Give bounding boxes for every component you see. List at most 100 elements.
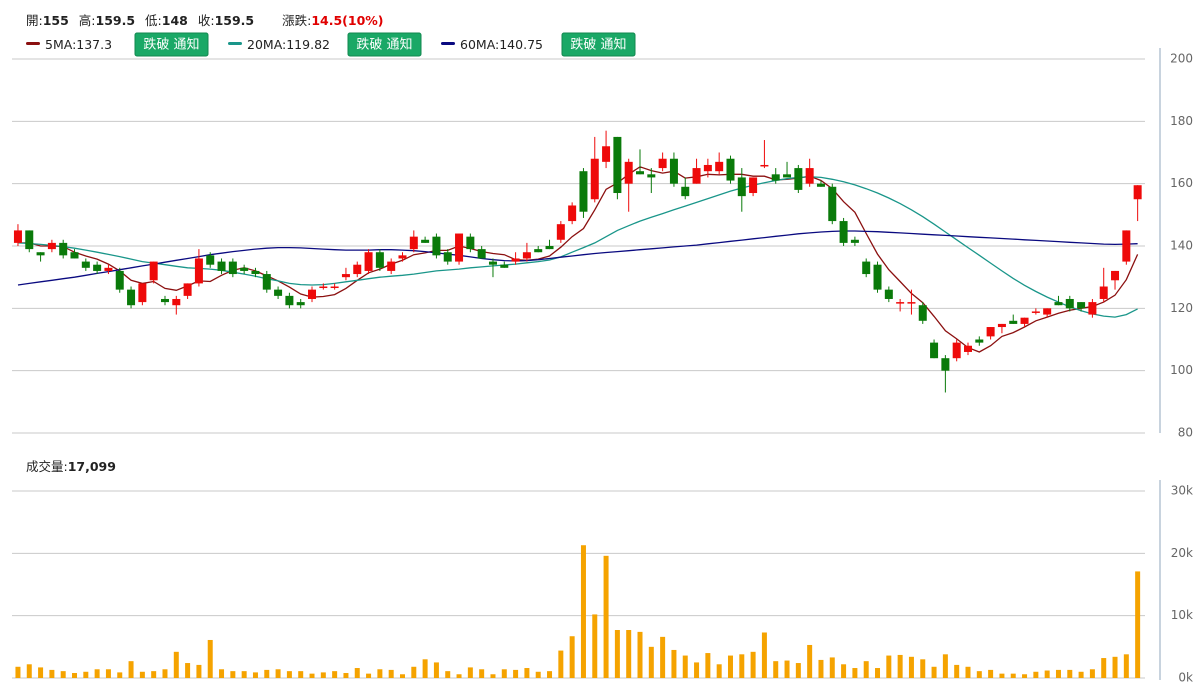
candle-body (25, 230, 34, 250)
button-bg (134, 32, 209, 57)
volume-bar (784, 660, 790, 678)
candle-body (1133, 185, 1142, 200)
volume-bar (433, 662, 439, 678)
candle-body (443, 252, 452, 262)
candle-body (896, 302, 905, 304)
volume-bar (151, 671, 157, 678)
candle-body (636, 171, 645, 175)
candle-body (862, 261, 871, 275)
candle-body (488, 261, 497, 265)
volume-bar (1078, 671, 1084, 678)
notify-button[interactable]: 跌破 通知 (561, 32, 636, 57)
candle-body (477, 249, 486, 259)
candle-body (997, 323, 1006, 328)
volume-bar (750, 651, 756, 678)
volume-bar (580, 545, 586, 678)
candle-body (828, 186, 837, 222)
volume-bar (897, 654, 903, 678)
volume-bar (1033, 671, 1039, 678)
candle-body (850, 239, 859, 243)
candle-body (206, 255, 215, 265)
volume-bar (976, 671, 982, 678)
close-value: 159.5 (215, 13, 255, 28)
legend-value: 137.3 (76, 37, 112, 52)
ma-line (18, 166, 1139, 353)
volume-bar (852, 668, 858, 678)
candle-body (783, 174, 792, 178)
volume-bar (513, 669, 519, 678)
candle-body (839, 221, 848, 243)
volume-title: 成交量: (26, 459, 68, 474)
candle-body (760, 164, 769, 167)
legend-value: 140.75 (499, 37, 543, 52)
candle-body (251, 270, 260, 275)
candle-body (308, 289, 317, 299)
candle-body (194, 258, 203, 284)
volume-bar (875, 668, 881, 678)
candle-body (36, 252, 45, 256)
candle-body (918, 305, 927, 321)
volume-bar (219, 669, 225, 678)
candle-body (568, 205, 577, 222)
volume-bar (38, 667, 44, 678)
ohlc-info: 開:155 高:159.5 低:148 收:159.5 漲跌:14.5(10%) (26, 13, 384, 28)
candle-body (975, 339, 984, 343)
candle-body (522, 252, 531, 259)
button-label: 跌破 通知 (570, 37, 626, 53)
volume-tick-label: 10k (1171, 608, 1193, 622)
change-value: 14.5 (311, 13, 342, 28)
candle-body (726, 158, 735, 181)
y-tick-label: 120 (1170, 301, 1193, 315)
volume-bar (1112, 656, 1118, 678)
volume-bar (626, 630, 632, 678)
candle-body (771, 174, 780, 181)
legend-swatch (228, 42, 242, 45)
candle-body (59, 242, 68, 256)
volume-bar (614, 630, 620, 678)
open-label: 開: (26, 13, 43, 28)
notify-button[interactable]: 跌破 通知 (347, 32, 422, 57)
legend-name: 20MA: (247, 37, 286, 52)
candle-body (375, 252, 384, 268)
candle-body (737, 177, 746, 197)
y-tick-label: 180 (1170, 114, 1193, 128)
volume-bar (795, 663, 801, 678)
volume-bar (377, 669, 383, 678)
candle-body (1043, 308, 1052, 315)
volume-bar (829, 657, 835, 678)
candle-body (590, 158, 599, 200)
candle-body (93, 264, 102, 271)
volume-bar (988, 669, 994, 678)
volume-bar (942, 654, 948, 678)
candle-body (1065, 298, 1074, 309)
volume-bar (886, 655, 892, 678)
candle-body (545, 246, 554, 250)
candle-body (602, 146, 611, 162)
candle-body (138, 283, 147, 303)
candle-body (341, 274, 350, 278)
candle-body (262, 274, 271, 290)
candle-body (703, 164, 712, 172)
notify-button[interactable]: 跌破 通知 (134, 32, 209, 57)
volume-bar (965, 666, 971, 678)
volume-bar (863, 661, 869, 678)
candle-body (274, 289, 283, 296)
change-pct: (10%) (342, 13, 383, 28)
volume-bar (637, 631, 643, 678)
volume-bar (366, 673, 372, 678)
candle-body (613, 136, 622, 194)
candle-body (228, 261, 237, 275)
candle-body (500, 264, 509, 268)
legend-name: 60MA: (460, 37, 499, 52)
volume-bar (343, 673, 349, 678)
high-value: 159.5 (96, 13, 136, 28)
legend-entry: 5MA:137.3 (45, 37, 112, 52)
candle-body (104, 267, 113, 271)
volume-bar (298, 671, 304, 678)
volume-bar (807, 644, 813, 678)
volume-bar (173, 651, 179, 678)
volume-bar (705, 653, 711, 678)
volume-bar (1067, 669, 1073, 678)
candle-body (432, 236, 441, 256)
volume-bar (1123, 654, 1129, 678)
